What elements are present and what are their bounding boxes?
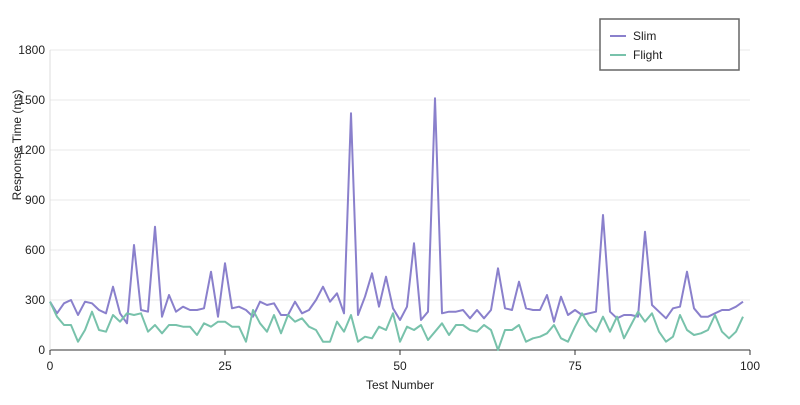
legend: Slim Flight	[599, 18, 740, 71]
y-tick-label: 1500	[18, 93, 45, 107]
legend-box	[599, 18, 740, 71]
x-tick-labels: 0 25 50 75 100	[47, 350, 760, 373]
y-tick-label: 300	[25, 293, 45, 307]
gridlines	[50, 49, 750, 301]
y-axis-title: Response Time (ms)	[10, 90, 24, 201]
legend-items: Slim Flight	[610, 29, 663, 62]
y-tick-label: 600	[25, 243, 45, 257]
series-line-flight	[49, 301, 744, 351]
x-tick-label: 50	[393, 359, 407, 373]
legend-label-flight: Flight	[633, 48, 663, 62]
series-lines	[49, 97, 744, 351]
y-tick-labels: 0 300 600 900 1200 1500 1800	[18, 43, 45, 357]
x-axis-title: Test Number	[366, 378, 434, 392]
y-tick-label: 1800	[18, 43, 45, 57]
y-tick-label: 0	[38, 343, 45, 357]
x-tick-label: 25	[218, 359, 232, 373]
series-line-slim	[49, 97, 744, 325]
x-tick-label: 0	[47, 359, 54, 373]
legend-label-slim: Slim	[633, 29, 656, 43]
y-tick-label: 1200	[18, 143, 45, 157]
y-tick-label: 900	[25, 193, 45, 207]
x-tick-label: 100	[740, 359, 760, 373]
x-tick-label: 75	[568, 359, 582, 373]
